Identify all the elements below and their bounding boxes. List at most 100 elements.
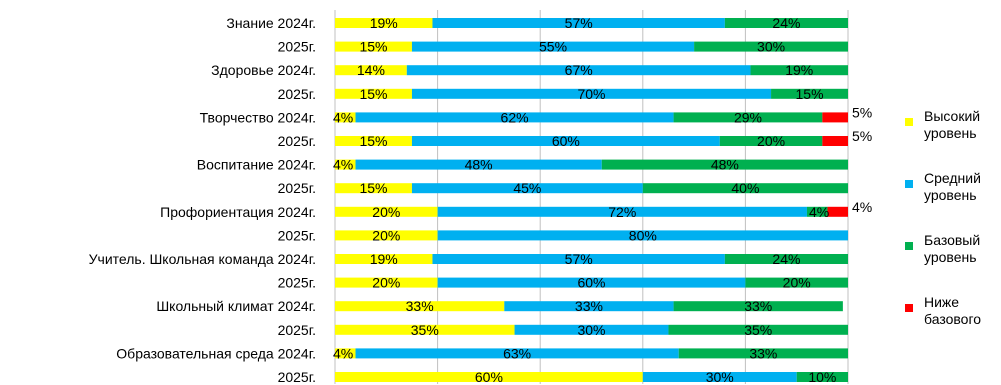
value-label: 48%: [465, 157, 493, 173]
value-label: 33%: [406, 298, 434, 314]
bar-segment: [822, 136, 848, 146]
value-label: 63%: [503, 345, 531, 361]
category-labels: Знание 2024г. 2025г. Здоровье 2024г. 2025г.…: [89, 15, 316, 385]
legend: Высокий уровень Средний уровень Базовый …: [905, 108, 1001, 356]
category-label: 2025г.: [278, 133, 316, 149]
category-label: Образовательная среда 2024г.: [116, 345, 316, 361]
legend-label-medium: Средний уровень: [924, 170, 981, 204]
bar-segment: [335, 88, 412, 99]
value-label: 4%: [852, 199, 872, 215]
bar-segment: [406, 65, 751, 76]
bar-segment: [642, 372, 797, 382]
bar-segment: [694, 41, 848, 52]
value-label: 33%: [744, 298, 772, 314]
bar-segment: [437, 277, 746, 288]
value-label: 60%: [475, 369, 503, 385]
category-label: 2025г.: [278, 86, 316, 102]
value-label: 5%: [852, 128, 872, 144]
legend-label-basic-line1: Базовый: [924, 232, 981, 248]
bar-segment: [335, 206, 438, 217]
category-label: 2025г.: [278, 322, 316, 338]
bar-segment: [771, 88, 848, 99]
value-label: 35%: [744, 322, 772, 338]
bar-segment: [411, 88, 772, 99]
legend-label-high-line2: уровень: [924, 125, 977, 141]
legend-label-high: Высокий уровень: [924, 108, 980, 142]
legend-swatch-medium: [905, 180, 913, 188]
bar-segment: [335, 301, 505, 312]
value-label: 35%: [411, 322, 439, 338]
bar-segment: [719, 136, 823, 146]
value-label: 15%: [359, 39, 387, 55]
legend-label-below-line1: Ниже: [924, 294, 960, 310]
bar-segment: [601, 159, 848, 170]
value-label: 24%: [772, 251, 800, 267]
bar-segment: [335, 324, 515, 335]
bar-segment: [335, 18, 433, 28]
bar-segment: [335, 183, 412, 194]
value-label: 45%: [513, 180, 541, 196]
bar-segment: [411, 183, 643, 194]
value-label: 62%: [501, 109, 529, 125]
bar-segment: [355, 112, 674, 123]
value-label: 80%: [629, 227, 657, 243]
legend-item-medium: Средний уровень: [905, 170, 1001, 232]
category-label: Знание 2024г.: [226, 15, 316, 31]
value-label: 19%: [370, 251, 398, 267]
legend-swatch-basic: [905, 242, 913, 250]
value-label: 30%: [577, 322, 605, 338]
legend-label-below: Ниже базового: [924, 294, 981, 328]
value-labels: 19% 57% 24% 15% 55% 30% 14% 67% 19% 15% 70% 15% 4% 62…: [333, 15, 872, 385]
value-label: 15%: [796, 86, 824, 102]
bar-segment: [796, 372, 848, 382]
category-label: Творчество 2024г.: [200, 109, 316, 125]
bar-segment: [335, 112, 356, 123]
legend-label-medium-line2: уровень: [924, 187, 977, 203]
value-label: 30%: [757, 39, 785, 55]
value-label: 15%: [359, 133, 387, 149]
value-label: 4%: [333, 157, 353, 173]
value-label: 60%: [552, 133, 580, 149]
bar-segment: [750, 65, 848, 76]
bar-segment: [806, 206, 828, 217]
bar-segment: [335, 41, 412, 52]
value-label: 19%: [370, 15, 398, 31]
category-label: 2025г.: [278, 275, 316, 291]
value-label: 33%: [749, 345, 777, 361]
legend-swatch-below: [905, 304, 913, 312]
value-label: 15%: [359, 180, 387, 196]
category-label: 2025г.: [278, 39, 316, 55]
bar-segment: [335, 230, 438, 241]
value-label: 70%: [577, 86, 605, 102]
legend-label-high-line1: Высокий: [924, 108, 981, 124]
bar-segment: [724, 18, 848, 28]
bar-segment: [411, 41, 695, 52]
stacked-bar-chart: Знание 2024г. 2025г. Здоровье 2024г. 2025г.…: [89, 10, 872, 385]
value-label: 20%: [757, 133, 785, 149]
category-label: Профориентация 2024г.: [160, 204, 316, 220]
bar-segment: [335, 348, 356, 359]
bar-segment: [335, 254, 433, 264]
value-label: 67%: [565, 62, 593, 78]
bar-segment: [411, 136, 720, 146]
value-label: 30%: [706, 369, 734, 385]
value-label: 24%: [772, 15, 800, 31]
legend-item-high: Высокий уровень: [905, 108, 1001, 170]
legend-label-medium-line1: Средний: [924, 170, 981, 186]
bar-segment: [642, 183, 848, 194]
bar-segment: [335, 277, 438, 288]
category-label: 2025г.: [278, 180, 316, 196]
bar-segment: [668, 324, 848, 335]
bar-segment: [724, 254, 848, 264]
bar-segment: [673, 301, 843, 312]
bar-segment: [335, 136, 412, 146]
value-label: 15%: [359, 86, 387, 102]
bars-group: [335, 18, 848, 382]
bar-segment: [504, 301, 674, 312]
legend-swatch-high: [905, 118, 913, 126]
category-label: Воспитание 2024г.: [197, 157, 316, 173]
value-label: 48%: [711, 157, 739, 173]
legend-label-basic: Базовый уровень: [924, 232, 980, 266]
bar-segment: [335, 65, 407, 76]
bar-segment: [673, 112, 823, 123]
